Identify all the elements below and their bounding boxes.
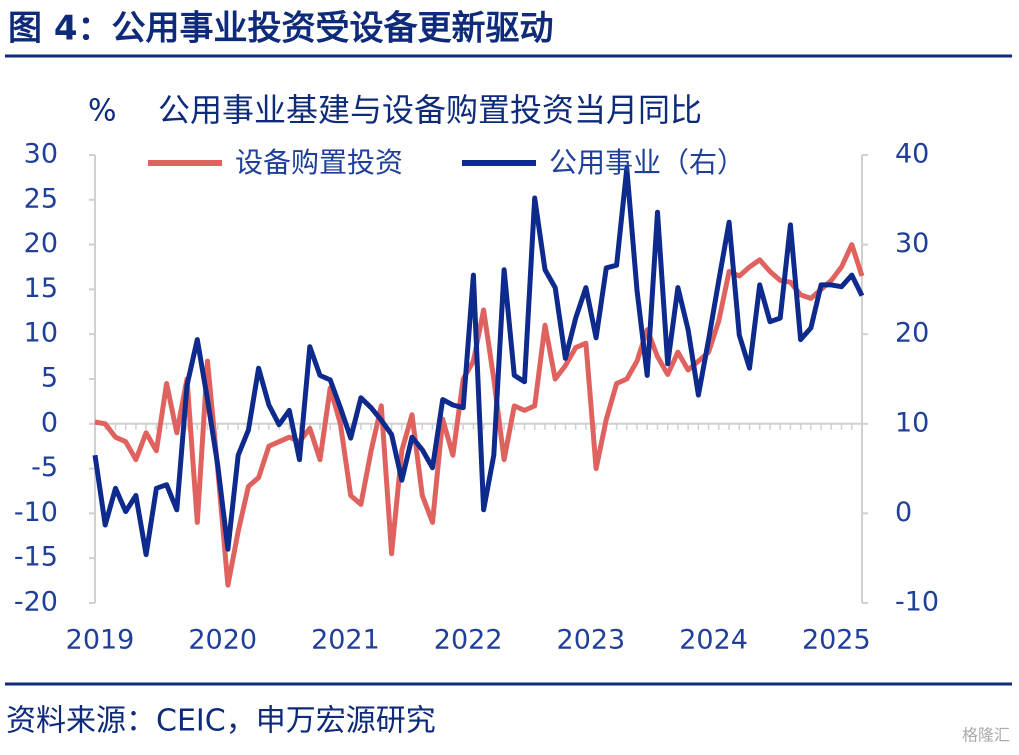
watermark: 格隆汇 — [962, 726, 1010, 745]
x-tick-label: 2019 — [66, 625, 135, 656]
legend-label: 设备购置投资 — [235, 146, 403, 179]
y2-tick-label: -10 — [895, 587, 939, 618]
y2-tick-label: 10 — [895, 407, 929, 438]
y-tick-label: -5 — [31, 452, 58, 483]
y-tick-label: -10 — [14, 497, 58, 528]
chart-title: 公用事业基建与设备购置投资当月同比 — [158, 91, 702, 129]
source-note: 资料来源：CEIC，申万宏源研究 — [6, 704, 436, 739]
x-tick-label: 2020 — [188, 625, 257, 656]
y-tick-label: 0 — [41, 407, 58, 438]
x-tick-label: 2025 — [802, 625, 871, 656]
y-tick-label: 15 — [24, 273, 58, 304]
y-tick-label: 10 — [24, 318, 58, 349]
y-tick-label: -20 — [14, 587, 58, 618]
y-tick-label: 20 — [24, 228, 58, 259]
y-axis-unit: % — [88, 94, 117, 129]
legend-label: 公用事业（右） — [549, 146, 745, 179]
x-tick-label: 2023 — [557, 625, 626, 656]
y-tick-label: -15 — [14, 542, 58, 573]
x-tick-label: 2022 — [434, 625, 503, 656]
y2-tick-label: 40 — [895, 139, 929, 170]
y-tick-label: 25 — [24, 183, 58, 214]
figure-title: 图 4：公用事业投资受设备更新驱动 — [8, 9, 554, 49]
y2-tick-label: 30 — [895, 228, 929, 259]
y2-tick-label: 20 — [895, 318, 929, 349]
x-tick-label: 2024 — [679, 625, 748, 656]
y-tick-label: 30 — [24, 139, 58, 170]
series-line — [92, 165, 865, 558]
x-tick-label: 2021 — [311, 625, 380, 656]
y-tick-label: 5 — [41, 363, 58, 394]
y2-tick-label: 0 — [895, 497, 912, 528]
